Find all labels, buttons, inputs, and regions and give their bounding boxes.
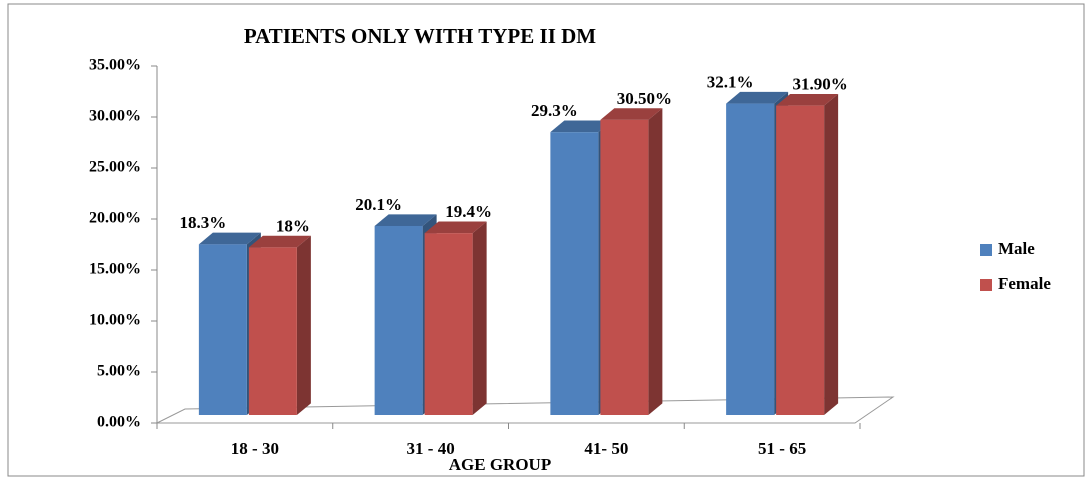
y-tick-label: 5.00% bbox=[97, 363, 141, 380]
frame bbox=[7, 3, 1085, 477]
y-tick-label: 20.00% bbox=[89, 210, 141, 227]
bar-top bbox=[374, 214, 437, 226]
bar-top bbox=[424, 221, 487, 234]
bar-side bbox=[648, 108, 663, 415]
bar-top bbox=[550, 120, 613, 133]
bar bbox=[248, 247, 297, 415]
value-label: 20.1% bbox=[355, 195, 402, 214]
bar-side bbox=[824, 93, 839, 415]
x-axis-label: AGE GROUP bbox=[449, 455, 551, 474]
value-label: 18.3% bbox=[180, 213, 227, 232]
legend-label: Female bbox=[998, 274, 1051, 293]
y-tick-label: 10.00% bbox=[89, 312, 141, 329]
value-label: 19.4% bbox=[445, 202, 492, 221]
value-label: 32.1% bbox=[707, 72, 754, 91]
x-tick-label: 51 - 65 bbox=[758, 439, 806, 458]
bar-top bbox=[248, 235, 311, 248]
y-tick-label: 15.00% bbox=[89, 261, 141, 278]
y-tick-label: 0.00% bbox=[97, 414, 141, 431]
bar bbox=[374, 225, 423, 415]
bar bbox=[550, 132, 599, 415]
value-label: 29.3% bbox=[531, 101, 578, 120]
y-tick-label: 30.00% bbox=[89, 108, 141, 125]
bar bbox=[600, 119, 649, 416]
legend-swatch bbox=[980, 279, 992, 291]
x-tick-label: 41- 50 bbox=[584, 439, 628, 458]
legend-swatch bbox=[980, 244, 992, 256]
floor bbox=[156, 396, 895, 424]
bar bbox=[776, 105, 825, 416]
y-tick-label: 35.00% bbox=[89, 57, 141, 74]
x-tick-label: 31 - 40 bbox=[407, 439, 455, 458]
bar-top bbox=[726, 91, 789, 104]
legend-label: Male bbox=[998, 239, 1035, 258]
bar bbox=[424, 233, 473, 415]
bar bbox=[198, 244, 247, 415]
bar-top bbox=[198, 232, 261, 245]
y-tick-label: 25.00% bbox=[89, 159, 141, 176]
bar-side bbox=[472, 221, 487, 415]
bar-side bbox=[296, 235, 311, 415]
value-label: 31.90% bbox=[793, 75, 848, 94]
value-label: 18% bbox=[276, 216, 310, 235]
chart-title: PATIENTS ONLY WITH TYPE II DM bbox=[244, 24, 596, 48]
bar bbox=[726, 103, 775, 415]
value-label: 30.50% bbox=[617, 89, 672, 108]
x-tick-label: 18 - 30 bbox=[231, 439, 279, 458]
bar-top bbox=[776, 93, 839, 106]
bar-top bbox=[600, 108, 663, 120]
